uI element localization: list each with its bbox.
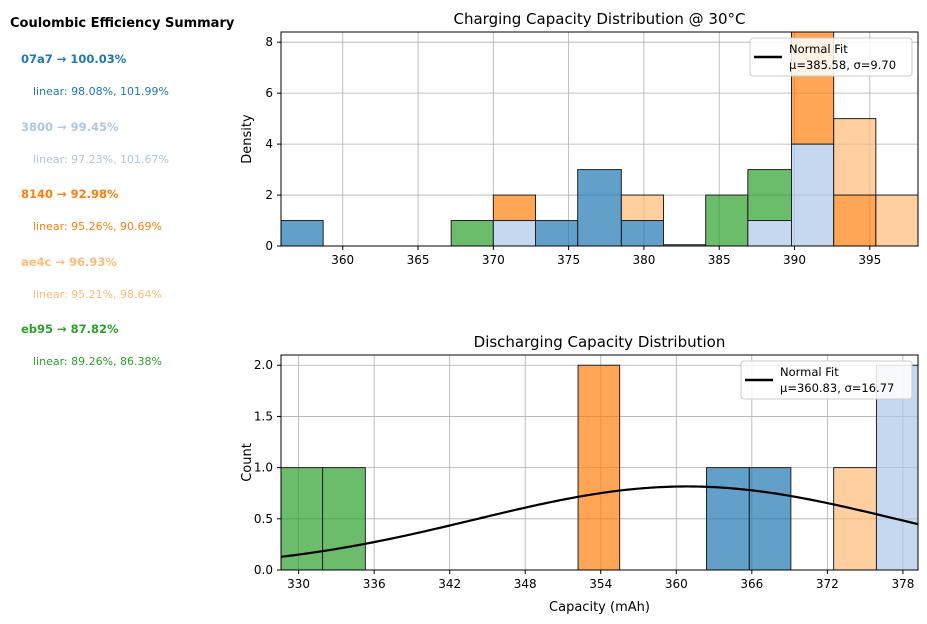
chart-1: 330 336 342 348 354 360 366 372 378 0.0 0.5 1.0 1.5 2… (240, 333, 919, 615)
histogram-bar-07a7 (534, 220, 579, 246)
histogram-bar-07a7 (620, 220, 665, 246)
chart-0: 360 365 370 375 380 385 390 395 0 2 4 6 8 Charging Ca… (240, 10, 919, 267)
x-tick-label: 342 (438, 577, 461, 591)
y-axis-label: Density (240, 114, 255, 164)
histogram-bar-ae4c (833, 118, 877, 196)
efficiency-entry-heading: 07a7 → 100.03% (21, 52, 127, 66)
histogram-bar-ae4c (875, 194, 918, 246)
histogram-bar-07a7 (281, 220, 324, 246)
histogram-bar-eb95 (705, 194, 749, 246)
chart-title: Charging Capacity Distribution @ 30°C (454, 10, 746, 28)
x-tick-label: 365 (407, 253, 430, 267)
y-tick-label: 4 (265, 137, 273, 151)
x-axis-label: Capacity (mAh) (549, 600, 650, 615)
efficiency-entry-heading: 8140 → 92.98% (21, 187, 119, 201)
chart-title: Discharging Capacity Distribution (474, 333, 726, 351)
efficiency-entry-linear: linear: 95.21%, 98.64% (33, 288, 163, 301)
x-tick-label: 380 (632, 253, 655, 267)
y-tick-label: 1.5 (254, 409, 273, 423)
histogram-bar-8140 (492, 194, 536, 222)
y-tick-label: 2.0 (254, 358, 273, 372)
x-tick-label: 360 (665, 577, 688, 591)
x-tick-label: 375 (557, 253, 580, 267)
y-tick-label: 0.5 (254, 512, 273, 526)
x-tick-label: 390 (783, 253, 806, 267)
y-tick-label: 8 (265, 35, 273, 49)
efficiency-entry-heading: 3800 → 99.45% (21, 120, 119, 134)
efficiency-entry-linear: linear: 98.08%, 101.99% (33, 85, 170, 98)
efficiency-summary-panel: Coulombic Efficiency Summary 07a7 → 100.… (0, 0, 260, 380)
x-tick-label: 385 (708, 253, 731, 267)
histogram-bar-eb95 (322, 467, 366, 570)
histogram-bar-ae4c (833, 467, 877, 570)
legend-box (740, 360, 913, 400)
y-tick-label: 1.0 (254, 461, 273, 475)
histogram-bar-ae4c (620, 194, 665, 222)
y-tick-label: 0.0 (254, 563, 273, 577)
x-tick-label: 330 (287, 577, 310, 591)
x-tick-label: 360 (331, 253, 354, 267)
legend-label: Normal Fit (780, 365, 839, 379)
legend-box (749, 37, 913, 77)
x-tick-label: 378 (891, 577, 914, 591)
efficiency-entry-heading: ae4c → 96.93% (21, 255, 117, 269)
x-tick-label: 370 (482, 253, 505, 267)
histogram-bar-8140 (577, 364, 621, 570)
x-tick-label: 372 (816, 577, 839, 591)
histogram-bar-eb95 (747, 169, 793, 222)
histogram-bar-07a7 (577, 169, 622, 246)
y-tick-label: 2 (265, 188, 273, 202)
bars-group (281, 364, 918, 570)
histogram-bar-8140 (833, 194, 877, 246)
histogram-bar-07a7 (748, 467, 792, 570)
x-tick-label: 348 (514, 577, 537, 591)
histogram-bar-07a7 (706, 467, 750, 570)
efficiency-entry-linear: linear: 95.26%, 90.69% (33, 220, 163, 233)
histogram-bar-3800 (747, 220, 793, 246)
normal-fit-curve (281, 485, 918, 558)
x-tick-label: 354 (589, 577, 612, 591)
y-tick-label: 0 (265, 239, 273, 253)
histogram-bar-3800 (791, 143, 835, 246)
x-tick-label: 395 (858, 253, 881, 267)
y-axis-label: Count (240, 443, 255, 482)
plot-frame (280, 354, 919, 571)
summary-title: Coulombic Efficiency Summary (10, 16, 235, 31)
x-tick-label: 336 (363, 577, 386, 591)
histogram-bar-3800 (492, 220, 536, 246)
legend-stats: μ=360.83, σ=16.77 (780, 381, 894, 395)
y-tick-label: 6 (265, 86, 273, 100)
legend-stats: μ=385.58, σ=9.70 (789, 58, 896, 72)
efficiency-entry-heading: eb95 → 87.82% (21, 322, 119, 336)
efficiency-entry-linear: linear: 89.26%, 86.38% (33, 355, 163, 368)
histogram-bar-eb95 (450, 220, 494, 246)
plot-frame (280, 31, 919, 247)
legend-label: Normal Fit (789, 42, 848, 56)
x-tick-label: 366 (740, 577, 763, 591)
efficiency-entry-linear: linear: 97.23%, 101.67% (33, 153, 170, 166)
